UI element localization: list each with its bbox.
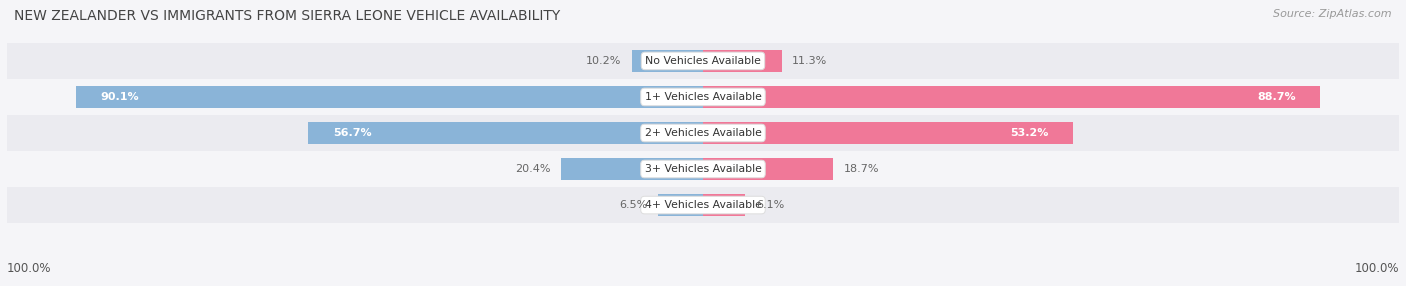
- Bar: [703, 158, 834, 180]
- Text: 53.2%: 53.2%: [1011, 128, 1049, 138]
- Text: 11.3%: 11.3%: [792, 56, 827, 66]
- Text: No Vehicles Available: No Vehicles Available: [645, 56, 761, 66]
- Text: 1+ Vehicles Available: 1+ Vehicles Available: [644, 92, 762, 102]
- Bar: [658, 194, 703, 216]
- Bar: [703, 50, 782, 72]
- Text: 100.0%: 100.0%: [7, 262, 52, 275]
- Text: 20.4%: 20.4%: [515, 164, 551, 174]
- Text: 90.1%: 90.1%: [100, 92, 139, 102]
- Bar: [7, 79, 1399, 115]
- Text: 6.1%: 6.1%: [756, 200, 785, 210]
- Text: 88.7%: 88.7%: [1257, 92, 1296, 102]
- Bar: [633, 50, 703, 72]
- Text: NEW ZEALANDER VS IMMIGRANTS FROM SIERRA LEONE VEHICLE AVAILABILITY: NEW ZEALANDER VS IMMIGRANTS FROM SIERRA …: [14, 9, 561, 23]
- Bar: [308, 122, 703, 144]
- Bar: [703, 86, 1320, 108]
- Bar: [7, 115, 1399, 151]
- Text: 2+ Vehicles Available: 2+ Vehicles Available: [644, 128, 762, 138]
- Bar: [561, 158, 703, 180]
- Bar: [7, 151, 1399, 187]
- Text: 18.7%: 18.7%: [844, 164, 879, 174]
- Text: 56.7%: 56.7%: [333, 128, 371, 138]
- Bar: [7, 187, 1399, 223]
- Text: Source: ZipAtlas.com: Source: ZipAtlas.com: [1274, 9, 1392, 19]
- Text: 100.0%: 100.0%: [1354, 262, 1399, 275]
- Bar: [703, 122, 1073, 144]
- Text: 6.5%: 6.5%: [619, 200, 647, 210]
- Bar: [7, 43, 1399, 79]
- Text: 4+ Vehicles Available: 4+ Vehicles Available: [644, 200, 762, 210]
- Text: 10.2%: 10.2%: [586, 56, 621, 66]
- Text: 3+ Vehicles Available: 3+ Vehicles Available: [644, 164, 762, 174]
- Bar: [703, 194, 745, 216]
- Bar: [76, 86, 703, 108]
